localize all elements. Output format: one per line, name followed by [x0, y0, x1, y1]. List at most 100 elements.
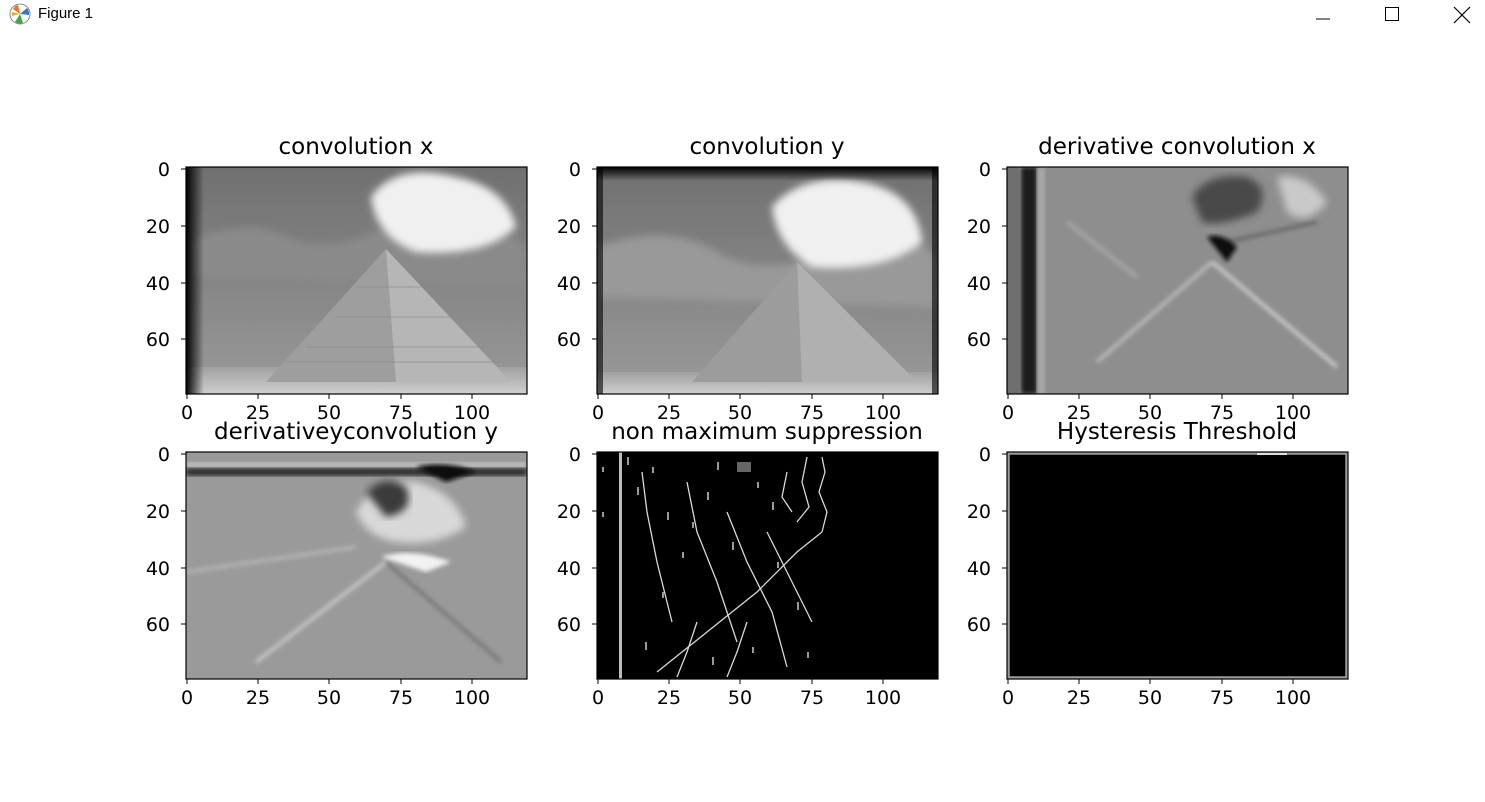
x-tick-label: 100 — [454, 687, 490, 709]
x-tick-labels: 0 25 50 75 100 — [592, 679, 901, 709]
y-tick-labels: 0 20 40 60 — [146, 444, 186, 636]
y-tick-label: 0 — [569, 159, 581, 181]
y-tick-label: 20 — [146, 216, 170, 238]
y-tick-label: 40 — [146, 558, 170, 580]
x-tick-label: 25 — [246, 402, 270, 424]
close-icon — [1453, 6, 1471, 24]
x-tick-label: 75 — [800, 687, 824, 709]
y-tick-label: 20 — [146, 501, 170, 523]
x-tick-label: 75 — [800, 402, 824, 424]
x-tick-label: 100 — [1275, 687, 1311, 709]
x-tick-label: 50 — [1138, 402, 1162, 424]
x-tick-labels: 0 25 50 75 100 — [181, 394, 490, 424]
subplot-convolution-x: convolution x 0 20 40 60 — [146, 134, 528, 424]
y-tick-label: 0 — [569, 444, 581, 466]
y-tick-label: 40 — [146, 273, 170, 295]
x-tick-labels: 0 25 50 75 100 — [181, 679, 490, 709]
subplot-title: derivativeyconvolution y — [214, 419, 498, 445]
image-area — [597, 452, 938, 679]
y-tick-label: 40 — [967, 273, 991, 295]
y-tick-label: 40 — [557, 558, 581, 580]
x-tick-label: 25 — [1067, 687, 1091, 709]
image-area — [1007, 452, 1348, 679]
x-tick-label: 0 — [1002, 402, 1014, 424]
axes-frame — [185, 166, 528, 395]
x-tick-label: 100 — [865, 687, 901, 709]
axes-frame — [596, 166, 939, 395]
title-bar: Figure 1 — [0, 0, 1485, 30]
x-tick-label: 100 — [865, 402, 901, 424]
y-tick-label: 0 — [979, 444, 991, 466]
subplot-title: non maximum suppression — [611, 419, 923, 445]
subplot-non-maximum-suppression: non maximum suppression 0 20 40 60 0 25 … — [557, 419, 939, 709]
x-tick-label: 25 — [246, 687, 270, 709]
image-area — [186, 452, 527, 679]
y-tick-label: 0 — [979, 159, 991, 181]
x-tick-label: 75 — [1210, 687, 1234, 709]
x-tick-label: 0 — [592, 687, 604, 709]
subplot-title: Hysteresis Threshold — [1057, 419, 1297, 445]
x-tick-label: 100 — [1275, 402, 1311, 424]
x-tick-label: 0 — [181, 687, 193, 709]
window-title: Figure 1 — [38, 5, 94, 22]
matplotlib-icon — [9, 3, 31, 25]
y-tick-labels: 0 20 40 60 — [557, 444, 597, 636]
x-tick-label: 0 — [592, 402, 604, 424]
subplot-derivative-convolution-y: derivativeyconvolution y 0 20 40 60 0 25… — [146, 419, 528, 709]
figure-canvas: convolution x 0 20 40 60 — [146, 134, 1349, 709]
y-tick-labels: 0 20 40 60 — [146, 159, 186, 351]
x-tick-labels: 0 25 50 75 100 — [592, 394, 901, 424]
y-tick-label: 60 — [557, 614, 581, 636]
minimize-icon — [1316, 18, 1330, 20]
y-tick-labels: 0 20 40 60 — [967, 159, 1007, 351]
subplot-title: convolution x — [279, 134, 434, 160]
axes-frame — [596, 451, 939, 680]
maximize-button[interactable] — [1369, 0, 1415, 30]
close-button[interactable] — [1439, 0, 1485, 30]
minimize-button[interactable] — [1300, 0, 1346, 30]
y-tick-label: 60 — [557, 329, 581, 351]
y-tick-label: 40 — [557, 273, 581, 295]
image-area — [1007, 167, 1348, 394]
y-tick-label: 20 — [557, 501, 581, 523]
y-tick-labels: 0 20 40 60 — [967, 444, 1007, 636]
x-tick-label: 25 — [657, 687, 681, 709]
x-tick-label: 75 — [1210, 402, 1234, 424]
x-tick-label: 50 — [1138, 687, 1162, 709]
y-tick-label: 60 — [967, 614, 991, 636]
x-tick-label: 50 — [317, 402, 341, 424]
maximize-icon — [1385, 7, 1399, 21]
x-tick-label: 50 — [728, 402, 752, 424]
subplot-convolution-y: convolution y 0 20 40 60 0 25 — [557, 134, 939, 424]
x-tick-label: 75 — [389, 402, 413, 424]
image-area — [186, 167, 527, 394]
image-area — [597, 167, 938, 394]
x-tick-label: 100 — [454, 402, 490, 424]
x-tick-labels: 0 25 50 75 100 — [1002, 679, 1311, 709]
x-tick-label: 50 — [317, 687, 341, 709]
x-tick-label: 0 — [181, 402, 193, 424]
y-tick-label: 20 — [967, 501, 991, 523]
y-tick-label: 20 — [967, 216, 991, 238]
y-tick-label: 60 — [146, 614, 170, 636]
y-tick-label: 40 — [967, 558, 991, 580]
subplot-hysteresis-threshold: Hysteresis Threshold 0 20 40 60 0 25 50 … — [967, 419, 1349, 709]
subplot-derivative-convolution-x: derivative convolution x 0 20 40 60 — [967, 134, 1349, 424]
x-tick-label: 0 — [1002, 687, 1014, 709]
y-tick-label: 60 — [967, 329, 991, 351]
x-tick-label: 50 — [728, 687, 752, 709]
y-tick-label: 0 — [158, 159, 170, 181]
x-tick-label: 25 — [1067, 402, 1091, 424]
axes-frame — [1006, 166, 1349, 395]
axes-frame — [1006, 451, 1349, 680]
subplot-title: convolution y — [690, 134, 845, 160]
y-tick-labels: 0 20 40 60 — [557, 159, 597, 351]
x-tick-label: 25 — [657, 402, 681, 424]
y-tick-label: 0 — [158, 444, 170, 466]
y-tick-label: 60 — [146, 329, 170, 351]
axes-frame — [185, 451, 528, 680]
x-tick-label: 75 — [389, 687, 413, 709]
y-tick-label: 20 — [557, 216, 581, 238]
x-tick-labels: 0 25 50 75 100 — [1002, 394, 1311, 424]
subplot-title: derivative convolution x — [1038, 134, 1316, 160]
